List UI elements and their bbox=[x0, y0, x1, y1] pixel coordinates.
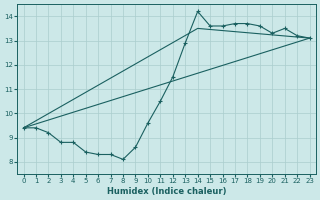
X-axis label: Humidex (Indice chaleur): Humidex (Indice chaleur) bbox=[107, 187, 226, 196]
